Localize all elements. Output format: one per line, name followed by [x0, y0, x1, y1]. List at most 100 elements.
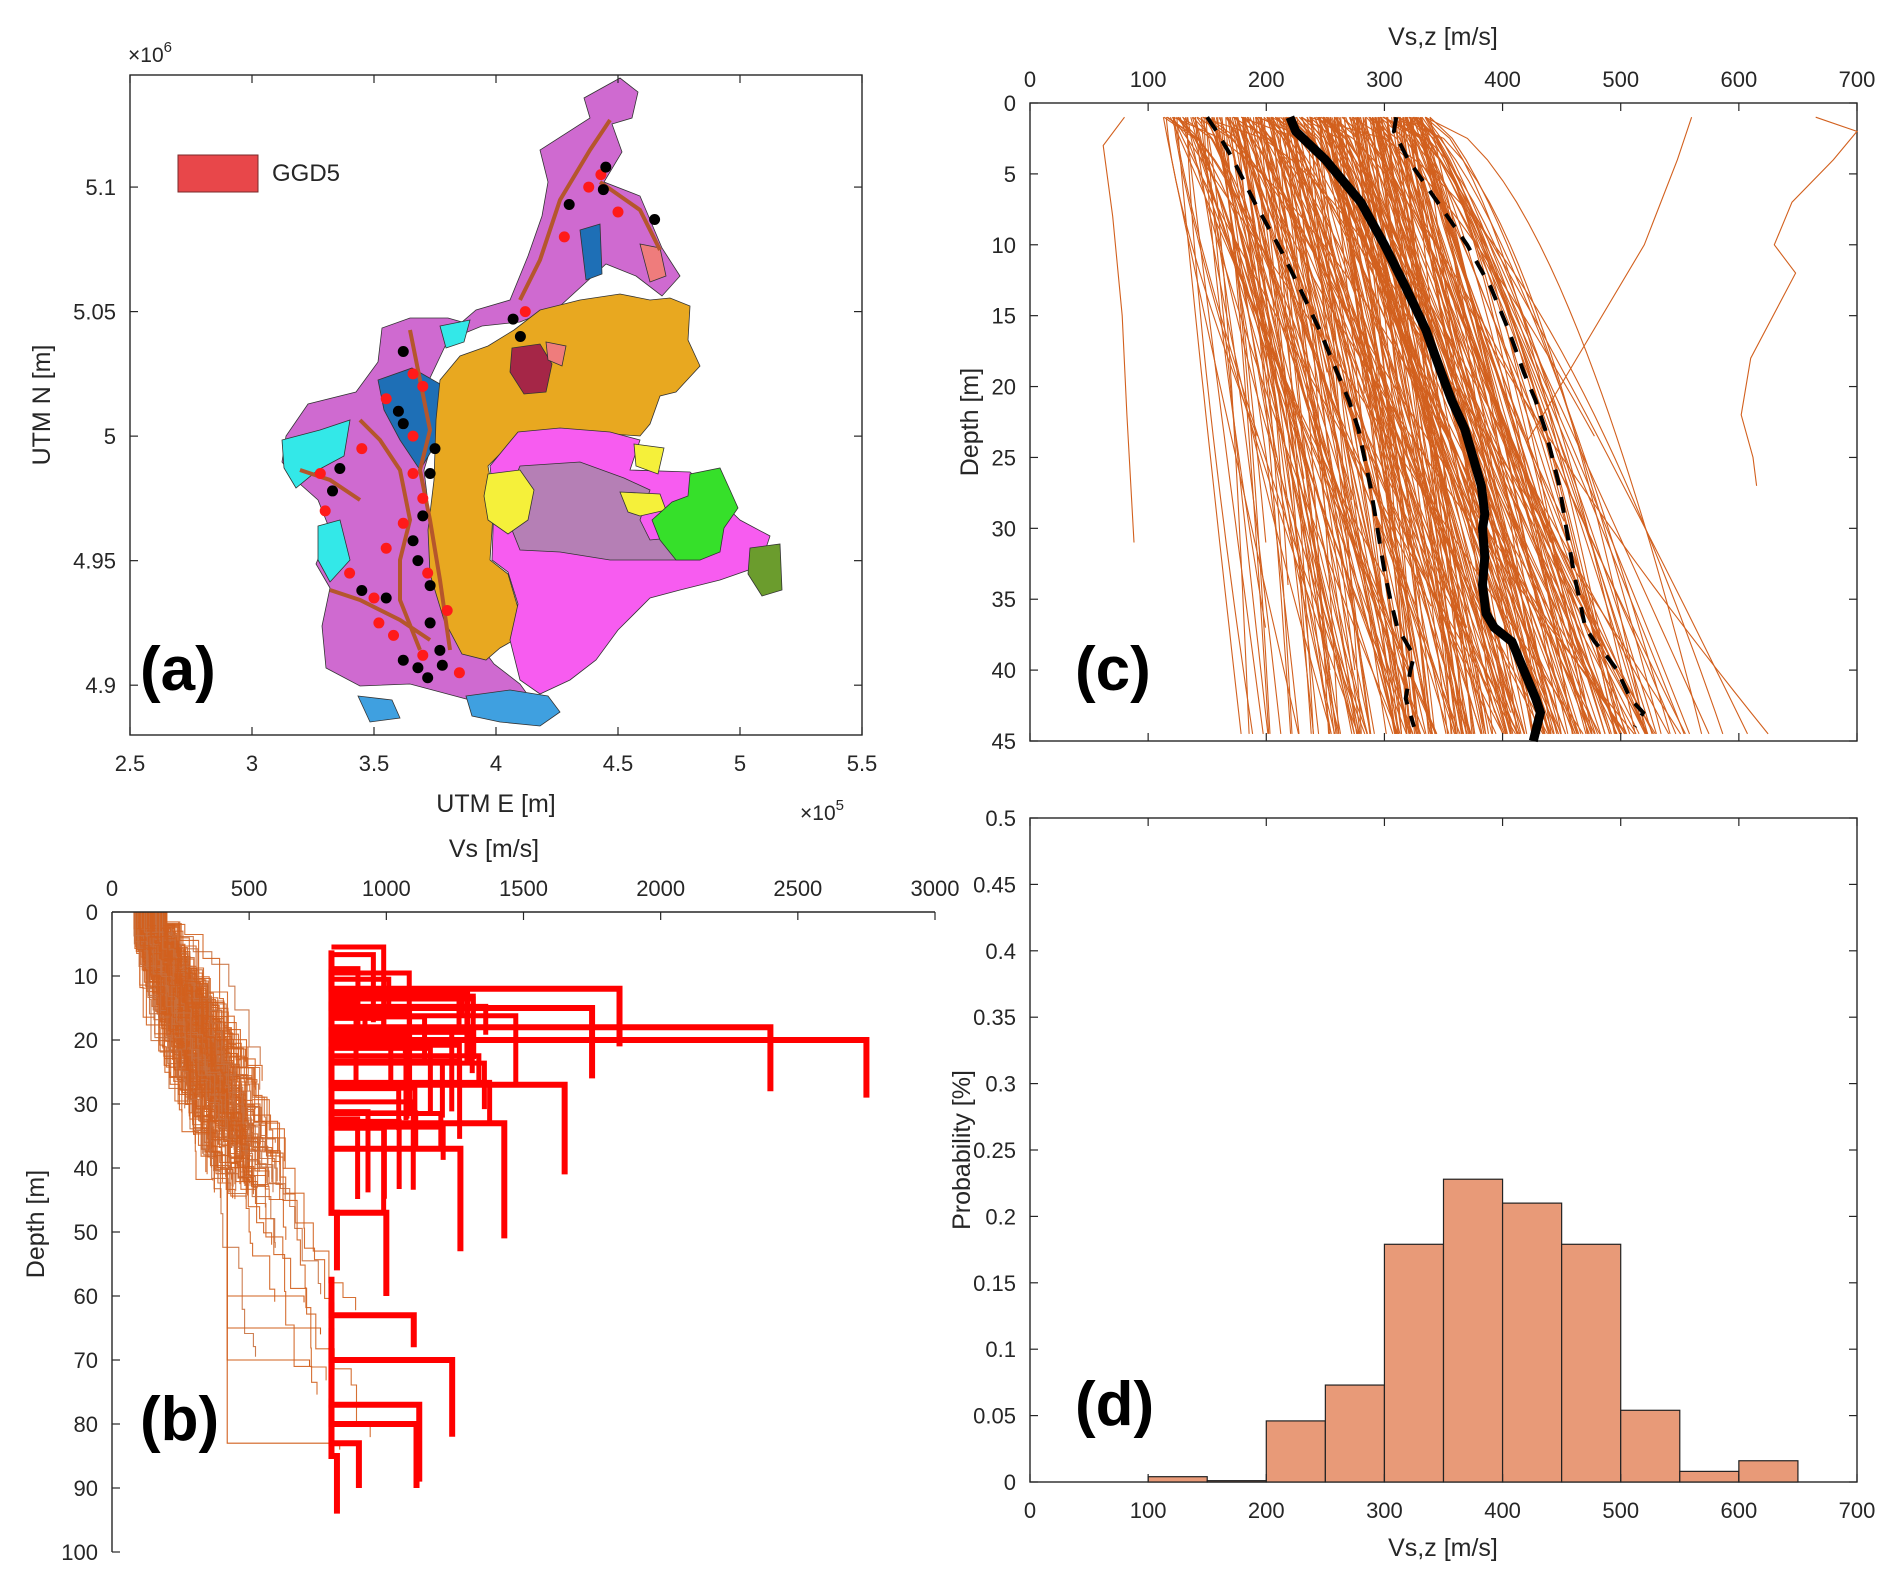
c-profile-line [1372, 116, 1533, 734]
c-ytick-label: 40 [992, 658, 1016, 683]
region-pink-2 [545, 341, 567, 367]
c-ytick-label: 25 [992, 445, 1016, 470]
region-cyan-north [439, 319, 471, 349]
d-xtick-label: 700 [1839, 1498, 1876, 1523]
site-red [422, 567, 434, 579]
c-ytick-label: 35 [992, 587, 1016, 612]
c-profile-line [1182, 116, 1358, 735]
c-profile-lines [1102, 115, 1858, 743]
d-xtick-label: 400 [1484, 1498, 1521, 1523]
b-red-profile [331, 993, 476, 1019]
c-profile-line [1176, 117, 1242, 734]
panel-d-histogram: 0 100 200 300 400 500 600 700 0 0.05 0.1 0.15 0.2 0.2… [948, 806, 1875, 1562]
c-profile-line [1429, 116, 1662, 735]
a-xtick-label: 4.5 [603, 751, 634, 776]
site-black [514, 331, 526, 343]
map-geology-regions [281, 77, 783, 727]
c-profile-line [1314, 117, 1447, 735]
site-red [417, 492, 429, 504]
c-profile-line [1368, 116, 1552, 734]
b-ytick-label: 90 [74, 1476, 98, 1501]
c-percentile-line [1205, 116, 1417, 728]
c-profile-line [1349, 116, 1552, 543]
b-ytick-label: 40 [74, 1156, 98, 1181]
site-red [314, 467, 326, 479]
panel-label-d: (d) [1075, 1370, 1154, 1439]
site-red [417, 649, 429, 661]
c-profile-line [1260, 117, 1331, 734]
histogram-bar [1324, 1384, 1386, 1483]
c-profile-line [1282, 117, 1398, 735]
b-red-profile [328, 1328, 423, 1482]
site-black [507, 313, 519, 325]
site-black [380, 592, 392, 604]
b-red-profile [331, 1060, 487, 1110]
c-profile-line [1369, 116, 1628, 735]
a-ytick-label: 5.1 [85, 175, 116, 200]
c-profile-line [1365, 117, 1496, 713]
c-xtick-label: 300 [1366, 67, 1403, 92]
b-xtick-label: 500 [231, 876, 268, 901]
b-ytick-label: 50 [74, 1220, 98, 1245]
site-black [412, 555, 424, 567]
region-pink [639, 243, 667, 283]
site-black [417, 510, 429, 522]
d-ytick-label: 0 [1004, 1470, 1016, 1495]
a-xtick-label: 3 [246, 751, 258, 776]
d-ytick-label: 0.1 [985, 1337, 1016, 1362]
c-profile-line [1412, 117, 1617, 735]
c-profile-line [1197, 116, 1481, 628]
c-profile-line [1421, 116, 1593, 735]
map-ylabel: UTM N [m] [28, 345, 56, 466]
a-ytick-label: 4.9 [85, 673, 116, 698]
c-profile-line [1342, 116, 1487, 734]
site-black [434, 644, 446, 656]
site-red [373, 617, 385, 629]
c-profile-line [1419, 117, 1596, 735]
b-red-profile [331, 1111, 444, 1147]
b-profile-line [165, 912, 248, 1067]
river-belt-1 [299, 118, 662, 651]
c-title: Vs,z [m/s] [1388, 23, 1498, 51]
c-xtick-label: 600 [1720, 67, 1757, 92]
c-profile-line [1337, 117, 1433, 735]
b-ytick-label: 0 [86, 900, 98, 925]
b-xtick-label: 0 [106, 876, 118, 901]
c-profile-line [1323, 117, 1420, 734]
c-profile-line [1408, 116, 1602, 649]
c-xtick-label: 100 [1130, 67, 1167, 92]
c-xtick-label: 400 [1484, 67, 1521, 92]
site-black [334, 463, 346, 475]
region-olive [747, 543, 783, 597]
b-profile-line [151, 912, 189, 1071]
region-cyan [281, 419, 351, 489]
site-black [397, 418, 409, 430]
site-black [407, 535, 419, 547]
site-black [412, 662, 424, 674]
legend-swatch-ggd5 [177, 154, 259, 193]
site-red [519, 306, 531, 318]
d-xtick-label: 0 [1024, 1498, 1036, 1523]
site-black [397, 654, 409, 666]
c-profile-line [1255, 116, 1465, 735]
c-profile-line [1395, 117, 1552, 735]
region-sky-2 [357, 695, 401, 723]
b-red-profile [331, 1123, 387, 1199]
c-profile-line [1279, 117, 1331, 671]
region-yellow-1 [483, 469, 535, 535]
c-profile-line [1416, 117, 1648, 735]
b-profile-line [136, 912, 214, 1181]
c-profile-line [1267, 116, 1509, 628]
c-profile-line [1203, 117, 1267, 628]
histogram-bar [1442, 1178, 1504, 1483]
b-xtick-label: 2000 [636, 876, 685, 901]
d-ytick-label: 0.35 [973, 1005, 1016, 1030]
c-profile-line [1402, 117, 1452, 734]
panel-label-c: (c) [1075, 635, 1151, 704]
d-ytick-label: 0.4 [985, 939, 1016, 964]
b-red-profile [331, 1028, 475, 1074]
map-legend: GGD5 [177, 154, 340, 193]
d-axes: 0 100 200 300 400 500 600 700 0 0.05 0.1 0.15 0.2 0.2… [973, 806, 1875, 1523]
c-profile-line [1213, 117, 1267, 543]
